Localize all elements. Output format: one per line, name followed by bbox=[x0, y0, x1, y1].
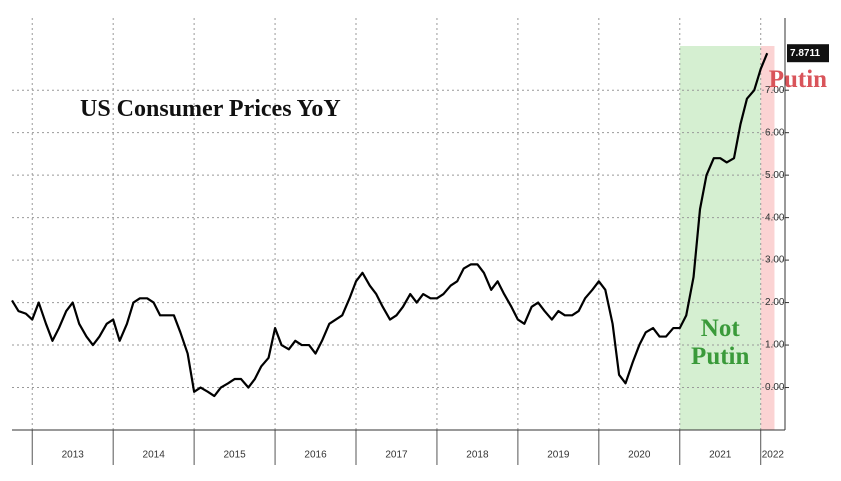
y-tick-label: 2.00 bbox=[765, 297, 785, 308]
series-line bbox=[11, 52, 769, 398]
y-tick-label: 3.00 bbox=[765, 255, 785, 266]
x-tick-label: 2014 bbox=[143, 450, 166, 461]
x-tick-label: 2020 bbox=[628, 450, 651, 461]
y-tick-label: 6.00 bbox=[765, 127, 785, 138]
x-tick-label: 2022 bbox=[762, 450, 785, 461]
x-tick-label: 2018 bbox=[466, 450, 489, 461]
y-tick-label: 4.00 bbox=[765, 212, 785, 223]
y-tick-label: 7.00 bbox=[765, 85, 785, 96]
x-tick-label: 2017 bbox=[385, 450, 408, 461]
shaded-region bbox=[760, 46, 775, 430]
chart-title: US Consumer Prices YoY bbox=[80, 96, 341, 122]
x-tick-label: 2021 bbox=[709, 450, 732, 461]
region-label: Putin bbox=[768, 66, 828, 93]
value-label: 7.8711 bbox=[790, 48, 820, 59]
y-tick-label: 0.00 bbox=[765, 382, 785, 393]
shaded-region bbox=[679, 46, 761, 430]
x-tick-label: 2019 bbox=[547, 450, 570, 461]
y-tick-label: 5.00 bbox=[765, 170, 785, 181]
y-tick-label: 1.00 bbox=[765, 340, 785, 351]
x-tick-label: 2015 bbox=[223, 450, 246, 461]
value-label-box bbox=[787, 44, 829, 63]
x-tick-label: 2013 bbox=[62, 450, 85, 461]
x-tick-label: 2016 bbox=[304, 450, 327, 461]
region-label: Not Putin bbox=[691, 315, 750, 370]
